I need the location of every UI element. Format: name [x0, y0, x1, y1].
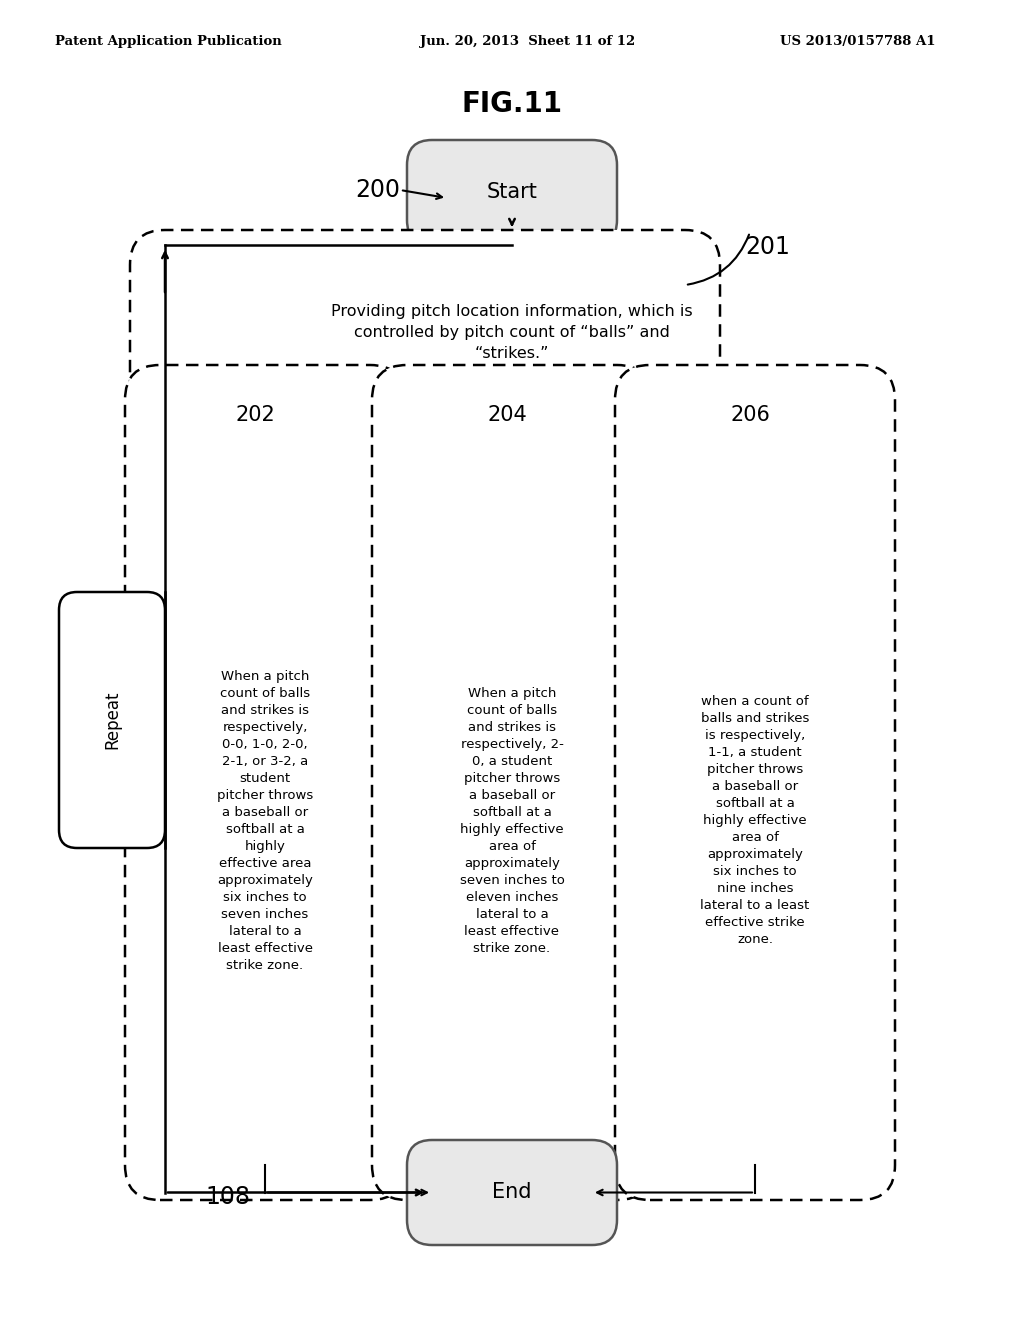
Text: End: End	[493, 1183, 531, 1203]
Text: When a pitch
count of balls
and strikes is
respectively,
0-0, 1-0, 2-0,
2-1, or : When a pitch count of balls and strikes …	[217, 669, 313, 972]
Text: US 2013/0157788 A1: US 2013/0157788 A1	[780, 36, 936, 48]
Text: Patent Application Publication: Patent Application Publication	[55, 36, 282, 48]
Text: 108: 108	[205, 1185, 250, 1209]
FancyBboxPatch shape	[372, 366, 652, 1200]
Text: 200: 200	[355, 178, 400, 202]
Text: 206: 206	[730, 405, 770, 425]
FancyBboxPatch shape	[130, 230, 720, 436]
Text: When a pitch
count of balls
and strikes is
respectively, 2-
0, a student
pitcher: When a pitch count of balls and strikes …	[460, 686, 564, 954]
Text: 201: 201	[745, 235, 790, 259]
FancyBboxPatch shape	[59, 591, 165, 847]
Text: Start: Start	[486, 182, 538, 202]
Text: Repeat: Repeat	[103, 690, 121, 750]
Text: 204: 204	[487, 405, 527, 425]
FancyBboxPatch shape	[407, 140, 617, 246]
FancyBboxPatch shape	[407, 1140, 617, 1245]
Text: FIG.11: FIG.11	[462, 90, 562, 117]
Text: Jun. 20, 2013  Sheet 11 of 12: Jun. 20, 2013 Sheet 11 of 12	[420, 36, 635, 48]
FancyBboxPatch shape	[615, 366, 895, 1200]
FancyBboxPatch shape	[125, 366, 406, 1200]
Text: when a count of
balls and strikes
is respectively,
1-1, a student
pitcher throws: when a count of balls and strikes is res…	[700, 696, 810, 946]
Text: Providing pitch location information, which is
controlled by pitch count of “bal: Providing pitch location information, wh…	[331, 304, 693, 360]
Text: 202: 202	[236, 405, 274, 425]
